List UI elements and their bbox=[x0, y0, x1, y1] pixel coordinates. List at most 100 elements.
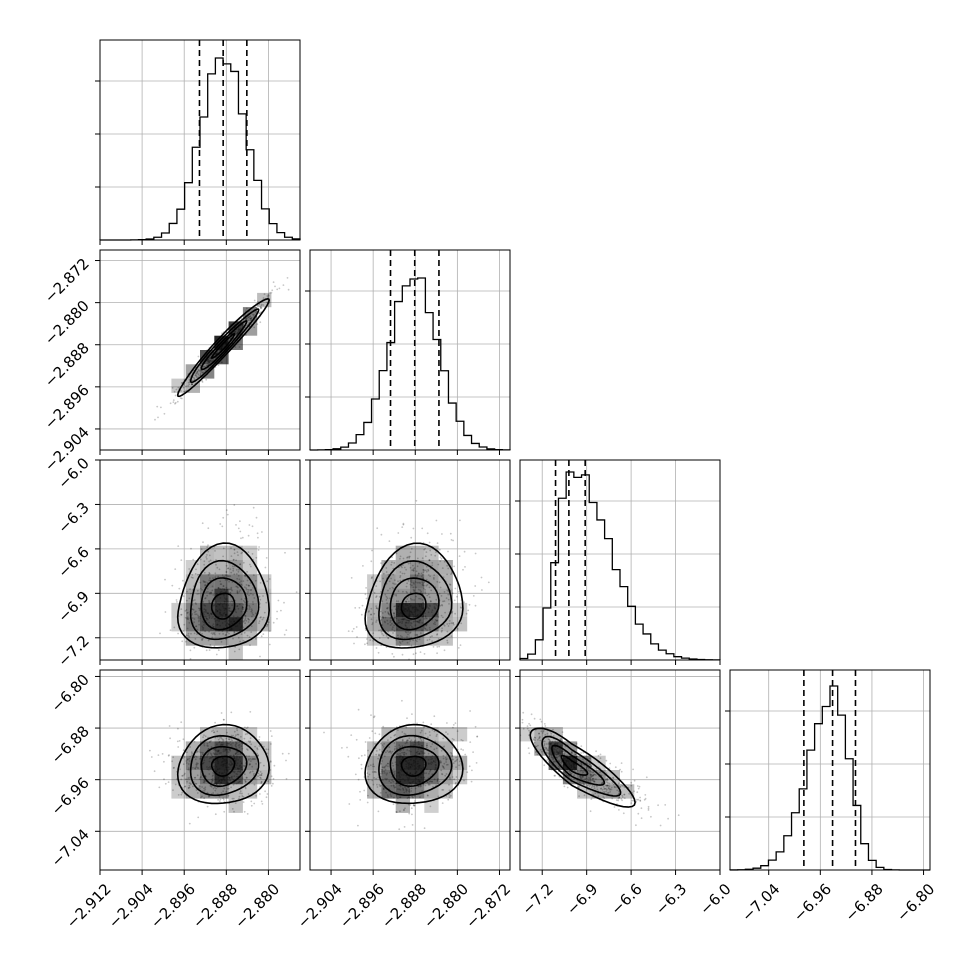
x-tick-label: −7.2 bbox=[518, 880, 556, 918]
sample-point bbox=[210, 632, 213, 635]
sample-point bbox=[443, 591, 446, 593]
sample-point bbox=[271, 289, 274, 292]
sample-point bbox=[242, 764, 245, 767]
sample-point bbox=[212, 792, 215, 794]
sample-point bbox=[568, 771, 571, 773]
sample-point bbox=[420, 572, 423, 575]
sample-point bbox=[565, 773, 568, 776]
sample-point bbox=[235, 559, 238, 562]
sample-point bbox=[255, 638, 257, 640]
density-cell bbox=[410, 602, 425, 618]
sample-point bbox=[513, 728, 515, 730]
sample-point bbox=[262, 297, 265, 299]
sample-point bbox=[212, 787, 215, 790]
sample-point bbox=[364, 741, 367, 743]
sample-point bbox=[592, 777, 595, 780]
sample-point bbox=[448, 796, 451, 798]
sample-point bbox=[405, 590, 408, 593]
sample-point bbox=[171, 760, 174, 763]
density-cell bbox=[395, 755, 410, 770]
density-cell bbox=[452, 727, 468, 742]
sample-point bbox=[402, 523, 405, 526]
sample-point bbox=[284, 551, 286, 554]
sample-point bbox=[169, 402, 172, 405]
sample-point bbox=[538, 736, 541, 739]
sample-point bbox=[231, 797, 234, 800]
sample-point bbox=[399, 576, 401, 579]
contour-level-0 bbox=[210, 755, 236, 777]
sample-point bbox=[213, 645, 216, 648]
sample-point bbox=[249, 565, 252, 568]
sample-point bbox=[452, 724, 455, 726]
sample-point bbox=[232, 797, 235, 800]
sample-point bbox=[177, 794, 180, 796]
sample-point bbox=[363, 789, 366, 792]
sample-point bbox=[232, 783, 235, 786]
sample-point bbox=[450, 635, 453, 637]
sample-point bbox=[164, 782, 167, 785]
sample-point bbox=[440, 595, 443, 597]
sample-point bbox=[447, 763, 449, 766]
sample-point bbox=[382, 572, 385, 575]
sample-point bbox=[274, 285, 276, 288]
sample-point bbox=[613, 806, 616, 808]
sample-point bbox=[536, 753, 539, 756]
sample-point bbox=[677, 814, 680, 817]
sample-point bbox=[375, 777, 377, 780]
density-cell bbox=[605, 770, 620, 785]
sample-point bbox=[169, 737, 172, 740]
sample-point bbox=[394, 733, 397, 736]
sample-point bbox=[218, 568, 221, 571]
sample-point bbox=[267, 294, 270, 296]
sample-point bbox=[253, 772, 255, 775]
sample-point bbox=[196, 376, 198, 379]
sample-point bbox=[621, 796, 624, 798]
sample-point bbox=[244, 780, 247, 783]
sample-point bbox=[416, 634, 418, 636]
sample-point bbox=[258, 774, 261, 777]
sample-point bbox=[227, 567, 229, 570]
sample-point bbox=[186, 751, 188, 754]
sample-point bbox=[196, 750, 199, 753]
y-tick-label: −2.872 bbox=[41, 255, 93, 307]
sample-point bbox=[379, 785, 382, 788]
sample-point bbox=[168, 725, 171, 727]
density-cell bbox=[185, 602, 200, 618]
sample-point bbox=[213, 731, 216, 734]
sample-point bbox=[195, 613, 198, 616]
sample-point bbox=[239, 792, 242, 795]
sample-point bbox=[215, 787, 218, 790]
x-tick-label: −2.904 bbox=[294, 880, 346, 932]
sample-point bbox=[399, 557, 401, 560]
sample-point bbox=[612, 776, 614, 779]
sample-point bbox=[547, 749, 549, 752]
sample-point bbox=[241, 551, 244, 554]
sample-point bbox=[606, 777, 609, 780]
sample-point bbox=[394, 583, 397, 585]
contour-level-1 bbox=[200, 320, 248, 371]
sample-point bbox=[259, 776, 262, 779]
sample-point bbox=[357, 778, 360, 781]
sample-point bbox=[448, 622, 451, 625]
sample-point bbox=[534, 739, 536, 742]
sample-point bbox=[245, 619, 248, 622]
sample-point bbox=[276, 610, 278, 613]
sample-point bbox=[389, 736, 392, 739]
density-cell bbox=[424, 574, 439, 589]
sample-point bbox=[237, 636, 240, 639]
sample-point bbox=[393, 593, 395, 596]
sample-point bbox=[196, 593, 199, 595]
sample-point bbox=[443, 560, 446, 563]
sample-point bbox=[270, 775, 273, 778]
sample-point bbox=[441, 773, 444, 776]
sample-point bbox=[233, 549, 236, 551]
sample-point bbox=[600, 787, 603, 790]
sample-point bbox=[376, 527, 379, 530]
sample-point bbox=[353, 642, 355, 645]
sample-point bbox=[157, 416, 159, 419]
sample-point bbox=[411, 813, 413, 816]
sample-point bbox=[260, 774, 262, 776]
y-tick-label: −6.80 bbox=[48, 671, 93, 716]
sample-point bbox=[435, 598, 438, 601]
sample-point bbox=[357, 708, 360, 711]
